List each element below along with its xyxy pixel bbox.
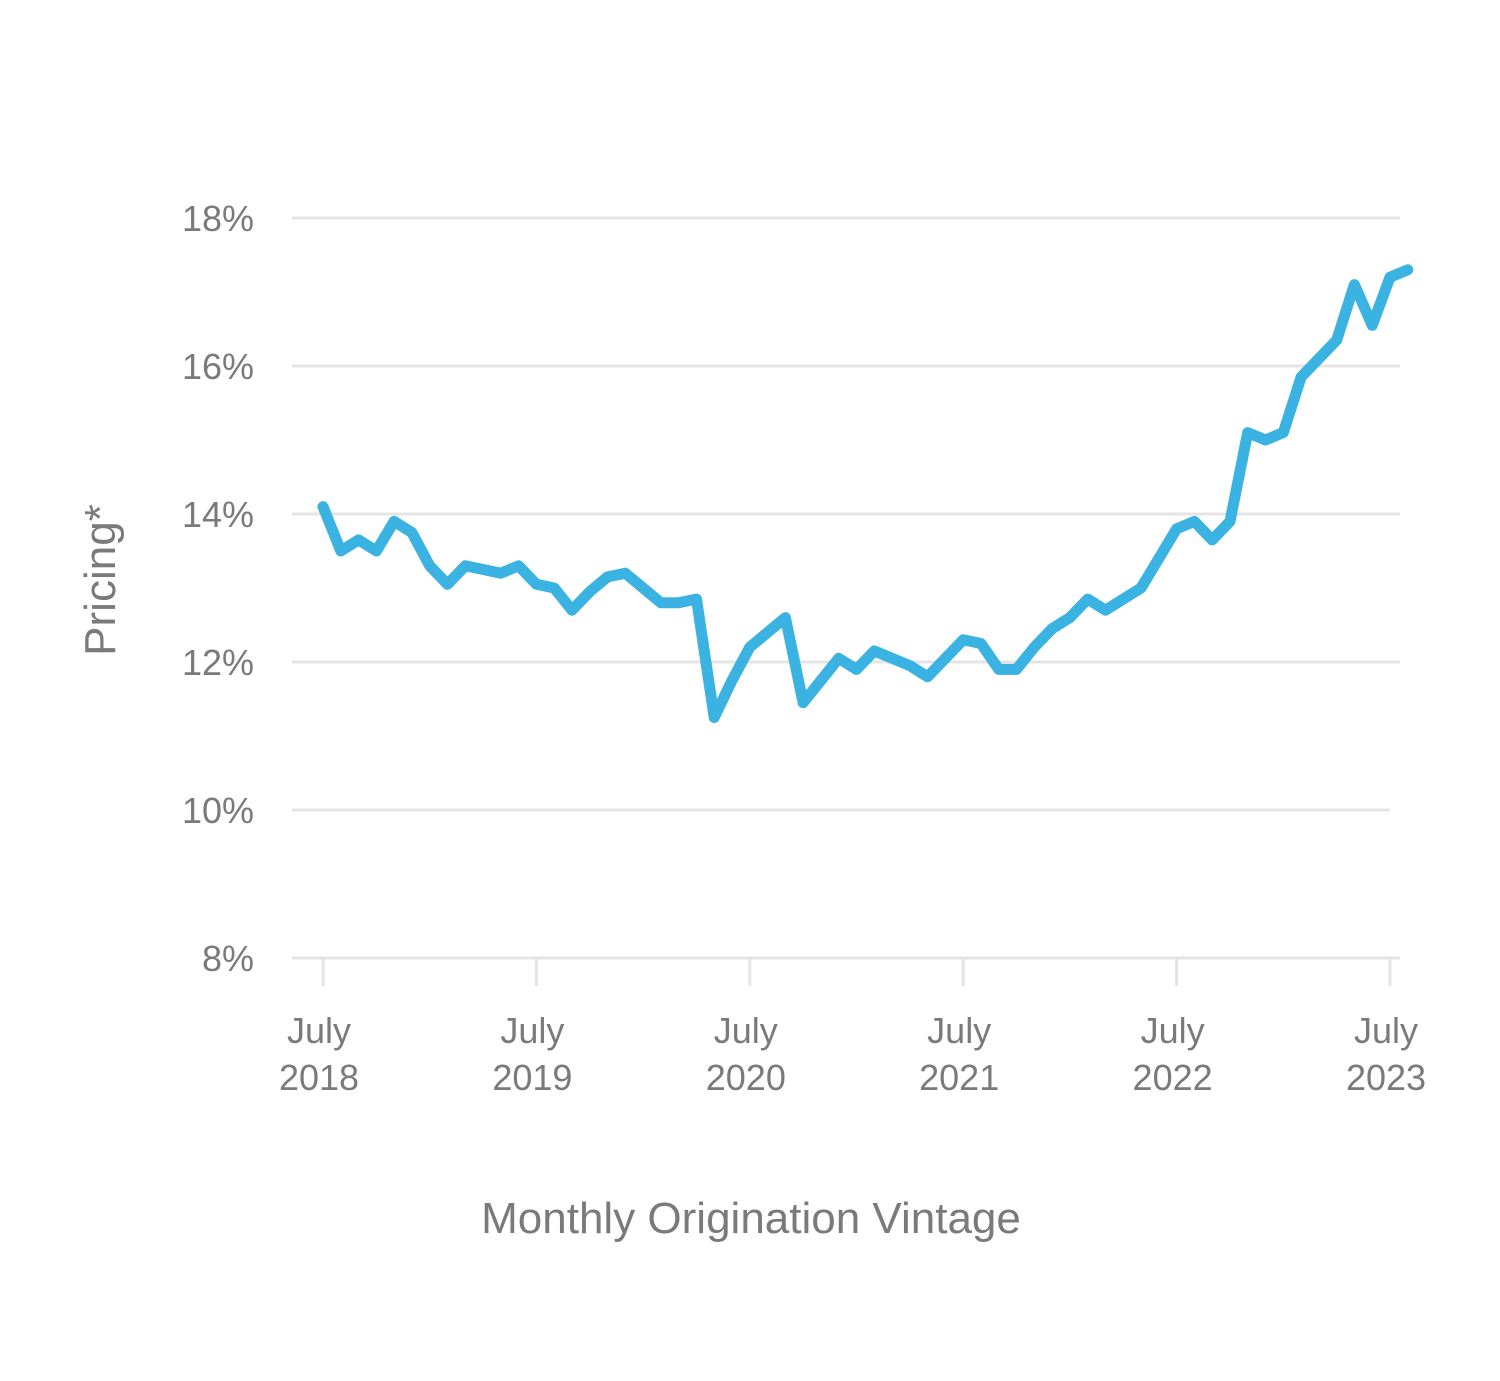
y-tick-label: 18%: [182, 198, 254, 239]
x-tick-label-month: July: [1141, 1010, 1205, 1051]
y-tick-label: 14%: [182, 494, 254, 535]
x-tick-label-month: July: [1354, 1010, 1418, 1051]
x-tick-label-month: July: [714, 1010, 778, 1051]
x-tick-label-year: 2018: [279, 1057, 359, 1098]
y-tick-label: 16%: [182, 346, 254, 387]
y-tick-label: 10%: [182, 790, 254, 831]
x-axis-title: Monthly Origination Vintage: [481, 1194, 1021, 1243]
x-axis-ticks: July 2018 July 2019 July 2020 July 2021 July 2022…: [279, 958, 1426, 1098]
gridlines: [292, 216, 1400, 960]
x-tick-label-year: 2020: [706, 1057, 786, 1098]
x-tick-label-year: 2019: [492, 1057, 572, 1098]
x-tick-label-year: 2023: [1346, 1057, 1426, 1098]
y-axis-title: Pricing*: [76, 504, 125, 656]
x-tick-label-month: July: [287, 1010, 351, 1051]
x-tick-label-month: July: [927, 1010, 991, 1051]
x-tick-label-month: July: [500, 1010, 564, 1051]
y-tick-label: 12%: [182, 642, 254, 683]
pricing-series-line: [317, 264, 1414, 723]
x-tick-label-year: 2022: [1133, 1057, 1213, 1098]
x-tick-label-year: 2021: [919, 1057, 999, 1098]
y-axis-ticks: 8% 10% 12% 14% 16% 18%: [182, 198, 254, 979]
y-tick-label: 8%: [202, 938, 254, 979]
